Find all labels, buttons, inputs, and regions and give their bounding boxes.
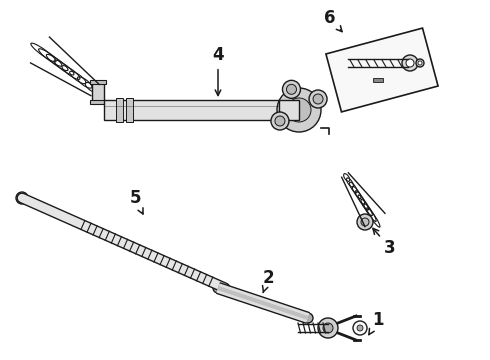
- Text: 4: 4: [212, 46, 224, 95]
- Circle shape: [282, 80, 300, 98]
- Circle shape: [309, 90, 327, 108]
- Bar: [104, 100, 279, 120]
- Circle shape: [313, 94, 323, 104]
- Text: 2: 2: [262, 269, 274, 293]
- FancyBboxPatch shape: [326, 28, 438, 112]
- Circle shape: [323, 323, 333, 333]
- Circle shape: [287, 84, 296, 94]
- Circle shape: [16, 192, 28, 204]
- Circle shape: [213, 283, 223, 293]
- Circle shape: [277, 88, 321, 132]
- Circle shape: [357, 325, 363, 331]
- Circle shape: [303, 313, 313, 323]
- Bar: [126, 98, 133, 122]
- Circle shape: [19, 195, 25, 201]
- Circle shape: [406, 59, 414, 67]
- Circle shape: [318, 318, 338, 338]
- Circle shape: [418, 61, 422, 65]
- Bar: [90, 80, 106, 84]
- Circle shape: [357, 214, 373, 230]
- Bar: [90, 100, 106, 104]
- Circle shape: [275, 116, 285, 126]
- Text: 5: 5: [129, 189, 143, 214]
- Circle shape: [416, 59, 424, 67]
- Bar: [279, 100, 299, 120]
- Bar: [116, 98, 123, 122]
- Text: 1: 1: [369, 311, 384, 335]
- Bar: [373, 78, 383, 82]
- Circle shape: [402, 55, 418, 71]
- Circle shape: [353, 321, 367, 335]
- Text: 3: 3: [373, 228, 396, 257]
- Bar: [92, 82, 104, 102]
- Circle shape: [361, 218, 369, 226]
- Circle shape: [271, 112, 289, 130]
- Text: 6: 6: [324, 9, 342, 32]
- Circle shape: [287, 98, 311, 122]
